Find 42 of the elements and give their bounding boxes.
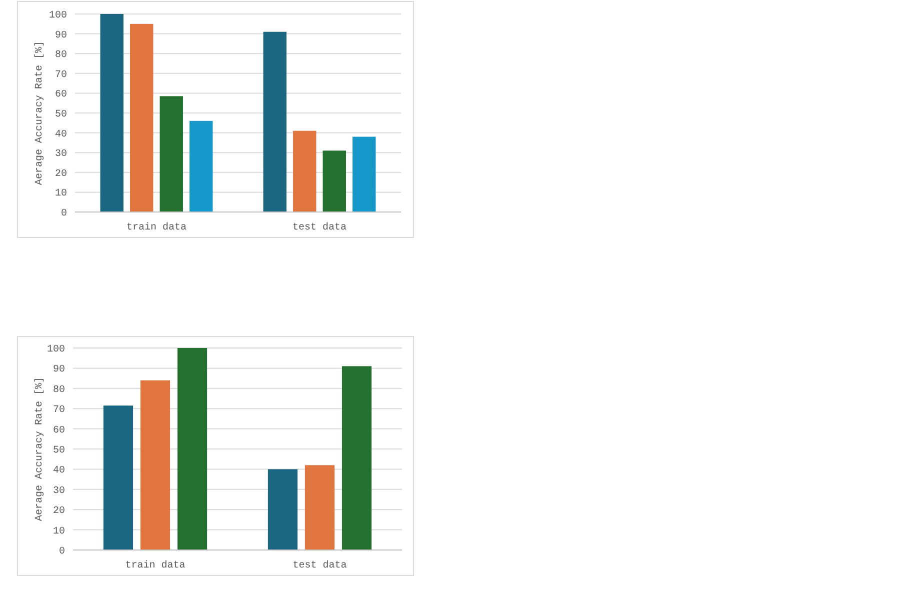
y-tick-label: 70 xyxy=(52,405,65,416)
bar xyxy=(342,366,372,550)
y-tick-label: 30 xyxy=(52,486,65,497)
y-tick-label: 100 xyxy=(48,10,67,22)
y-tick-label: 10 xyxy=(54,188,67,200)
y-tick-label: 90 xyxy=(52,364,65,376)
y-tick-label: 60 xyxy=(52,425,65,436)
bar xyxy=(293,130,316,212)
y-tick-label: 0 xyxy=(60,208,67,220)
bar xyxy=(140,380,170,550)
y-tick-label: 80 xyxy=(54,50,67,62)
y-axis-title: Aerage Accuracy Rate [%] xyxy=(34,376,46,522)
y-axis-title: Aerage Accuracy Rate [%] xyxy=(34,40,46,186)
x-tick-label: test data xyxy=(292,560,347,572)
bar xyxy=(304,465,335,550)
x-tick-label: train data xyxy=(126,222,187,234)
y-tick-label: 20 xyxy=(52,506,65,518)
bar xyxy=(100,14,124,212)
y-tick-label: 0 xyxy=(58,546,65,558)
y-tick-label: 40 xyxy=(52,466,65,477)
bar xyxy=(160,96,183,212)
bar xyxy=(263,32,286,212)
y-tick-label: 90 xyxy=(54,30,67,42)
bar xyxy=(352,136,376,212)
y-tick-label: 40 xyxy=(54,129,67,140)
bar xyxy=(268,469,298,550)
y-tick-label: 80 xyxy=(52,384,65,396)
y-tick-label: 50 xyxy=(52,446,65,456)
y-tick-label: 50 xyxy=(54,110,67,120)
y-tick-label: 20 xyxy=(54,168,67,180)
y-tick-label: 30 xyxy=(54,149,67,160)
y-tick-label: 10 xyxy=(52,526,65,538)
y-tick-label: 70 xyxy=(54,70,67,81)
y-tick-label: 100 xyxy=(46,344,65,356)
bar xyxy=(177,348,208,550)
x-tick-label: test data xyxy=(292,222,347,234)
bar xyxy=(322,150,346,212)
bar xyxy=(130,24,154,212)
x-tick-label: train data xyxy=(125,560,186,572)
bar xyxy=(103,406,134,550)
bar xyxy=(190,120,213,212)
y-tick-label: 60 xyxy=(54,90,67,101)
